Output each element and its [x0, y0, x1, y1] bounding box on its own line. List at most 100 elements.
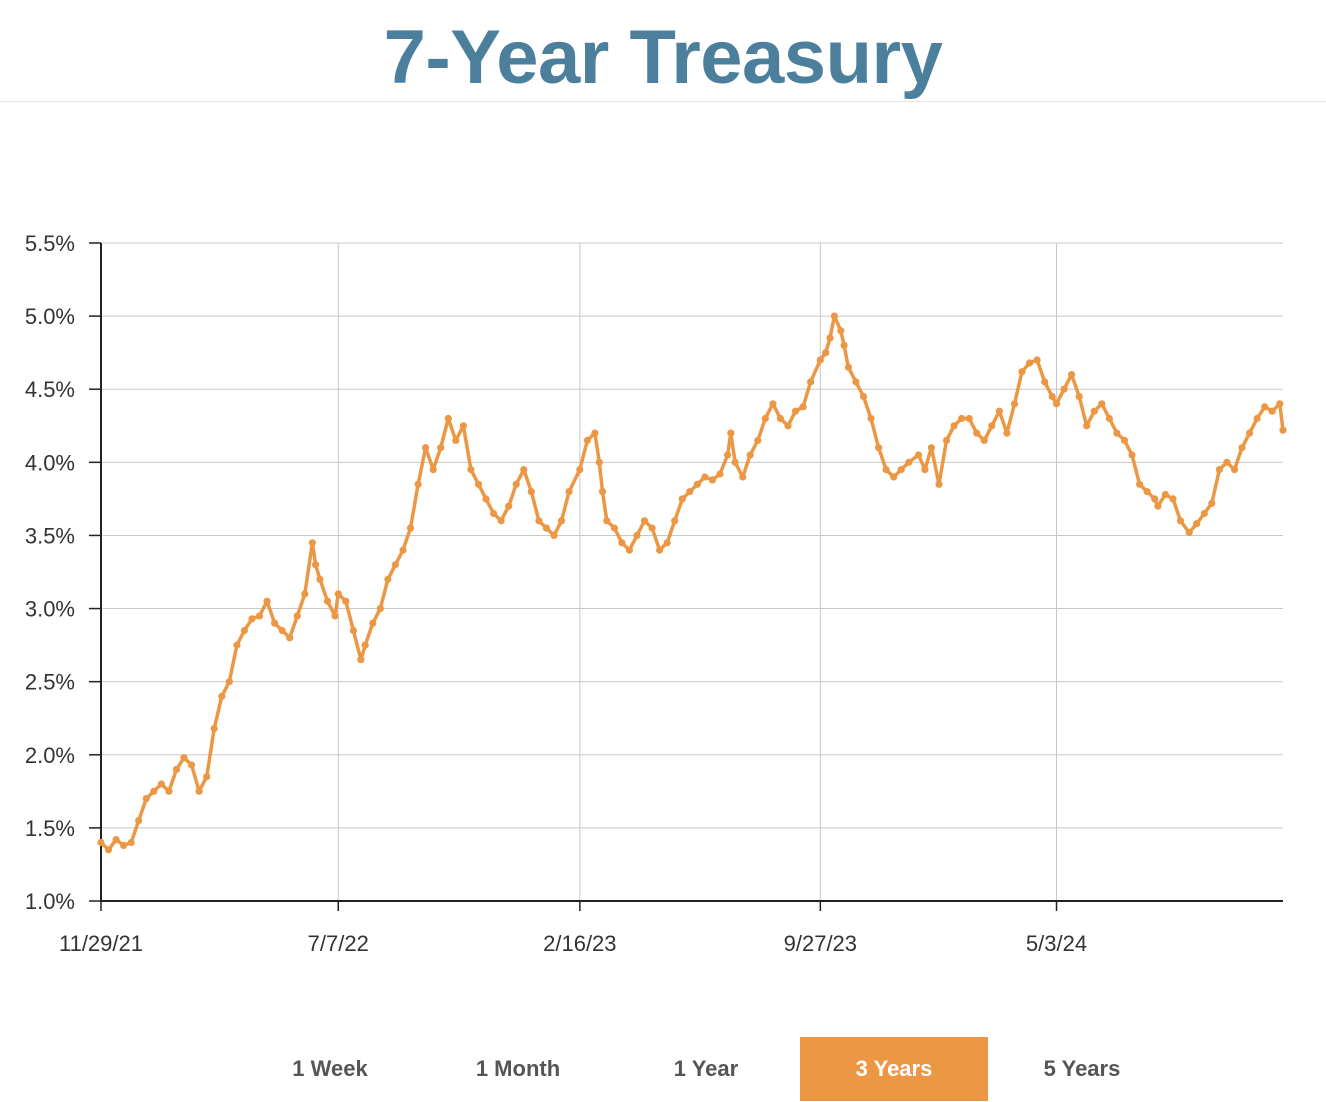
range-button-5-years[interactable]: 5 Years — [1043, 1056, 1121, 1081]
y-axis-labels: 1.0% 1.5% 2.0% 2.5% 3.0% 3.5% 4.0% 4.5% 5.0% 5.5% — [25, 231, 75, 914]
yield-point — [1026, 359, 1034, 367]
yield-point — [837, 327, 845, 335]
yield-point — [1120, 436, 1129, 444]
yield-point — [914, 451, 923, 459]
yield-point — [444, 414, 452, 423]
yield-point — [875, 444, 883, 452]
yield-point — [233, 641, 241, 649]
yield-point — [686, 488, 694, 496]
yield-point — [497, 517, 505, 525]
yield-point — [301, 590, 309, 598]
yield-point — [935, 480, 943, 488]
yield-point — [1176, 517, 1185, 525]
range-button-1-week[interactable]: 1 Week — [292, 1056, 368, 1081]
yield-point — [565, 488, 573, 496]
range-button-1-month[interactable]: 1 Month — [475, 1056, 561, 1081]
yield-point — [610, 524, 619, 532]
yield-point — [1098, 400, 1106, 408]
yield-point — [323, 597, 332, 605]
yield-point — [1246, 429, 1254, 437]
yield-point — [240, 626, 248, 635]
yield-point — [406, 524, 415, 532]
yield-point — [1238, 444, 1246, 452]
yield-point — [576, 466, 584, 474]
range-button-1-year[interactable]: 1 Year — [673, 1056, 739, 1081]
yield-point — [505, 502, 513, 510]
yield-point — [776, 414, 785, 423]
yield-point — [1261, 403, 1269, 411]
y-tick-label: 3.0% — [25, 597, 75, 622]
yield-point — [965, 414, 973, 423]
yield-point — [1193, 520, 1201, 528]
yield-point — [1041, 378, 1049, 386]
yield-point — [852, 378, 860, 386]
yield-point — [927, 444, 936, 452]
x-tick-label: 11/29/21 — [59, 931, 143, 956]
yield-point — [255, 612, 264, 620]
yield-point — [633, 531, 641, 540]
yield-point — [459, 422, 467, 430]
x-tick-label: 7/7/22 — [308, 931, 369, 956]
yield-point — [591, 429, 599, 437]
yield-point — [361, 641, 369, 649]
yield-point — [97, 838, 105, 847]
yield-point — [1128, 451, 1136, 459]
yield-point — [391, 561, 399, 569]
yield-point — [1083, 422, 1091, 430]
range-button-3-years[interactable]: 3 Years — [800, 1037, 988, 1101]
yield-point — [293, 612, 301, 620]
series-layer — [97, 312, 1287, 854]
yield-point — [840, 341, 848, 349]
yield-point — [1279, 426, 1287, 434]
yield-point — [1200, 509, 1208, 518]
yield-point — [414, 480, 422, 488]
yield-point — [550, 531, 558, 540]
yield-point — [656, 546, 664, 554]
yield-point — [120, 841, 128, 850]
yield-point — [640, 517, 649, 525]
yield-point — [727, 429, 735, 437]
yield-point — [693, 480, 702, 488]
yield-point — [897, 466, 905, 474]
yield-point — [172, 765, 181, 774]
yield-point — [648, 524, 656, 532]
yield-point — [663, 539, 671, 547]
yield-point — [754, 436, 762, 444]
yield-point — [769, 400, 777, 408]
yield-point — [859, 392, 868, 401]
yield-point — [1052, 400, 1061, 408]
yield-point — [225, 678, 233, 686]
yield-point — [218, 692, 226, 700]
yield-point — [1154, 502, 1162, 510]
yield-point — [1208, 499, 1216, 507]
yield-point — [784, 422, 792, 430]
yield-point — [1169, 495, 1177, 503]
yield-point — [482, 495, 490, 503]
yield-point — [1048, 392, 1056, 401]
yield-point — [399, 546, 407, 554]
yield-point — [761, 414, 769, 423]
yield-point — [1003, 429, 1011, 437]
yield-point — [248, 615, 256, 623]
yield-point — [1010, 400, 1019, 408]
y-tick-label: 2.5% — [25, 670, 75, 695]
yield-point — [308, 539, 316, 547]
yield-point — [104, 846, 113, 854]
yield-point — [467, 466, 475, 474]
yield-point — [1068, 371, 1076, 379]
yield-point — [188, 761, 196, 769]
yield-point — [724, 451, 732, 459]
yield-point — [791, 407, 800, 415]
line-chart: 1.0% 1.5% 2.0% 2.5% 3.0% 3.5% 4.0% 4.5% 5.0% 5.5%… — [25, 231, 1287, 956]
yield-point — [142, 795, 150, 803]
x-tick-label: 2/16/23 — [543, 931, 616, 956]
yield-point — [708, 476, 717, 484]
yield-point — [527, 488, 535, 496]
yield-point — [1113, 429, 1121, 437]
yield-point — [958, 414, 966, 423]
yield-point — [921, 466, 929, 474]
x-tick-label: 9/27/23 — [784, 931, 857, 956]
yield-point — [671, 517, 679, 525]
yield-point — [826, 334, 834, 342]
yield-point — [180, 754, 188, 762]
